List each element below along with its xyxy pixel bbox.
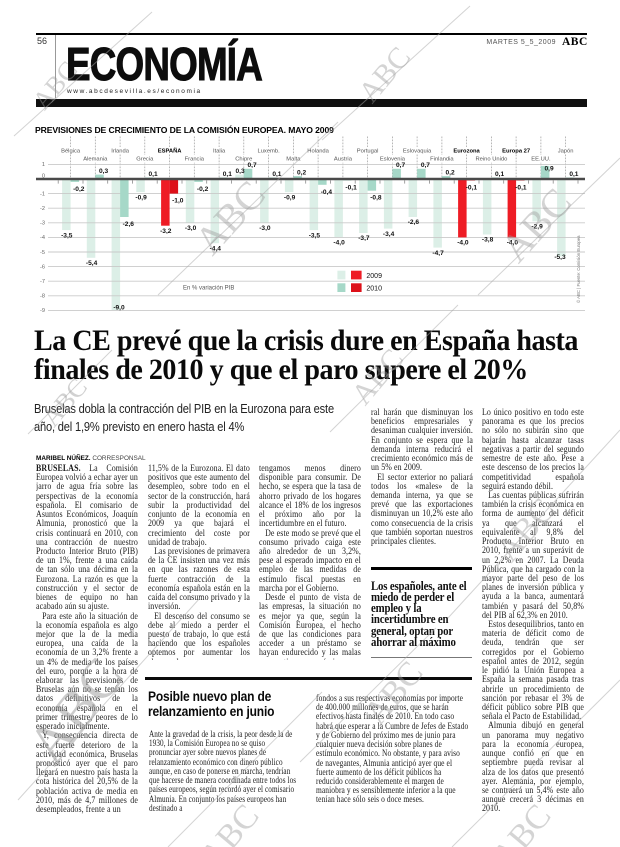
svg-text:Alemania: Alemania xyxy=(83,157,108,163)
svg-text:0,1: 0,1 xyxy=(149,171,158,178)
svg-text:-6: -6 xyxy=(40,264,45,270)
svg-text:0,9: 0,9 xyxy=(545,166,554,173)
svg-text:2009: 2009 xyxy=(366,273,382,280)
svg-text:-3,0: -3,0 xyxy=(185,225,197,232)
svg-text:0,7: 0,7 xyxy=(396,162,405,169)
svg-text:-3,5: -3,5 xyxy=(61,232,73,239)
svg-text:0,3: 0,3 xyxy=(236,168,245,175)
svg-text:-3,0: -3,0 xyxy=(259,225,271,232)
svg-text:Grecia: Grecia xyxy=(136,157,154,163)
svg-text:Eslovaquia: Eslovaquia xyxy=(403,149,432,155)
svg-text:-3,2: -3,2 xyxy=(160,228,172,235)
svg-text:Bélgica: Bélgica xyxy=(61,149,81,155)
svg-text:-0,1: -0,1 xyxy=(345,185,357,192)
svg-text:Malta: Malta xyxy=(286,157,301,163)
svg-text:-4,4: -4,4 xyxy=(210,245,222,252)
svg-text:-4,0: -4,0 xyxy=(333,240,345,247)
svg-text:-0,4: -0,4 xyxy=(321,189,333,196)
svg-text:-3,5: -3,5 xyxy=(309,232,321,239)
svg-text:-5: -5 xyxy=(40,250,45,256)
svg-text:-9: -9 xyxy=(40,308,45,314)
svg-text:-3: -3 xyxy=(40,221,45,227)
svg-text:-0,1: -0,1 xyxy=(466,185,478,192)
svg-text:-0,2: -0,2 xyxy=(197,186,209,193)
svg-text:Holanda: Holanda xyxy=(307,149,329,155)
svg-text:© ABC | Fuente: Comisión Europ: © ABC | Fuente: Comisión Europea xyxy=(576,235,581,303)
svg-text:0: 0 xyxy=(42,174,45,180)
svg-text:-4,7: -4,7 xyxy=(432,250,444,257)
svg-text:0,1: 0,1 xyxy=(223,171,232,178)
svg-text:0,1: 0,1 xyxy=(569,171,578,178)
svg-text:-4,0: -4,0 xyxy=(507,240,519,247)
svg-text:Portugal: Portugal xyxy=(357,149,379,155)
svg-text:-3,7: -3,7 xyxy=(358,235,370,242)
svg-text:-0,9: -0,9 xyxy=(284,194,296,201)
svg-text:Francia: Francia xyxy=(185,157,205,163)
svg-text:Eslovenia: Eslovenia xyxy=(380,157,406,163)
svg-text:Japón: Japón xyxy=(558,149,574,155)
svg-text:EE.UU.: EE.UU. xyxy=(531,157,551,163)
svg-text:-5,3: -5,3 xyxy=(554,254,566,261)
svg-text:1: 1 xyxy=(42,162,45,168)
svg-text:0,7: 0,7 xyxy=(248,162,257,169)
svg-text:-1,0: -1,0 xyxy=(172,198,184,205)
svg-text:-2: -2 xyxy=(40,206,45,212)
svg-text:Irlanda: Irlanda xyxy=(111,149,130,155)
svg-text:-8: -8 xyxy=(40,294,45,300)
svg-text:-9,0: -9,0 xyxy=(113,305,125,312)
svg-text:Italia: Italia xyxy=(213,149,226,155)
svg-text:-4,0: -4,0 xyxy=(457,240,469,247)
svg-text:-0,9: -0,9 xyxy=(135,194,147,201)
svg-text:Europa 27: Europa 27 xyxy=(502,149,530,155)
svg-text:-4: -4 xyxy=(40,235,45,241)
svg-text:-2,9: -2,9 xyxy=(531,224,543,231)
svg-text:Luxemb.: Luxemb. xyxy=(257,149,280,155)
svg-text:ESPAÑA: ESPAÑA xyxy=(158,148,183,155)
svg-text:-0,1: -0,1 xyxy=(515,185,527,192)
svg-text:-2,6: -2,6 xyxy=(408,219,420,226)
svg-text:2010: 2010 xyxy=(366,285,382,292)
svg-text:Eurozona: Eurozona xyxy=(453,149,480,155)
svg-text:0,1: 0,1 xyxy=(272,171,281,178)
svg-text:0,3: 0,3 xyxy=(99,168,108,175)
svg-text:-7: -7 xyxy=(40,279,45,285)
svg-text:0,2: 0,2 xyxy=(297,170,306,177)
svg-text:Finlandia: Finlandia xyxy=(430,157,454,163)
svg-text:Austria: Austria xyxy=(334,157,353,163)
svg-text:Reino Unido: Reino Unido xyxy=(475,157,507,163)
svg-text:0,7: 0,7 xyxy=(421,162,430,169)
svg-text:-2,6: -2,6 xyxy=(123,221,135,228)
svg-text:-3,4: -3,4 xyxy=(383,231,395,238)
svg-text:-5,4: -5,4 xyxy=(86,260,98,267)
svg-text:0,1: 0,1 xyxy=(495,171,504,178)
svg-text:0,2: 0,2 xyxy=(446,170,455,177)
svg-text:-3,8: -3,8 xyxy=(482,237,494,244)
svg-text:-1: -1 xyxy=(40,191,45,197)
svg-text:En % variación PIB: En % variación PIB xyxy=(183,286,234,292)
svg-text:-0,8: -0,8 xyxy=(370,195,382,202)
svg-text:-0,2: -0,2 xyxy=(73,186,85,193)
